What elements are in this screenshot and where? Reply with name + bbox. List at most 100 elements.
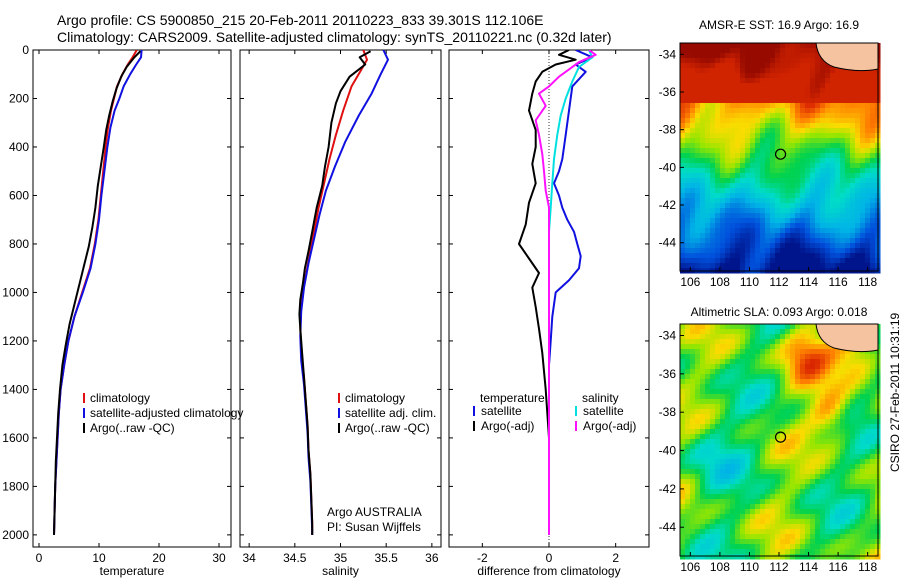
heatmap-cell [685, 258, 691, 264]
heatmap-cell [825, 479, 831, 485]
heatmap-cell [855, 434, 861, 440]
heatmap-cell [765, 394, 771, 400]
heatmap-cell [830, 379, 836, 385]
heatmap-cell [795, 369, 801, 375]
heatmap-cell [870, 193, 876, 199]
heatmap-cell [860, 464, 866, 470]
heatmap-cell [730, 103, 736, 109]
heatmap-cell [745, 123, 751, 129]
heatmap-cell [710, 529, 716, 535]
heatmap-cell [740, 434, 746, 440]
heatmap-cell [785, 68, 791, 74]
heatmap-cell [750, 374, 756, 380]
heatmap-cell [870, 123, 876, 129]
heatmap-cell [840, 404, 846, 410]
heatmap-cell [680, 63, 686, 69]
heatmap-cell [700, 163, 706, 169]
heatmap-cell [725, 198, 731, 204]
heatmap-cell [730, 344, 736, 350]
heatmap-cell [710, 178, 716, 184]
heatmap-cell [845, 208, 851, 214]
heatmap-cell [815, 103, 821, 109]
heatmap-cell [805, 454, 811, 460]
heatmap-cell [720, 163, 726, 169]
x-tick-label: 118 [858, 275, 877, 289]
heatmap-cell [765, 464, 771, 470]
heatmap-cell [765, 404, 771, 410]
heatmap-cell [700, 514, 706, 520]
heatmap-cell [825, 208, 831, 214]
heatmap-cell [815, 128, 821, 134]
heatmap-cell [815, 354, 821, 360]
heatmap-cell [730, 188, 736, 194]
heatmap-cell [830, 434, 836, 440]
heatmap-cell [780, 263, 786, 269]
heatmap-cell [715, 359, 721, 365]
heatmap-cell [750, 128, 756, 134]
heatmap-cell [745, 138, 751, 144]
heatmap-cell [695, 253, 701, 259]
heatmap-cell [820, 519, 826, 525]
heatmap-cell [755, 173, 761, 179]
heatmap-cell [825, 534, 831, 540]
heatmap-cell [850, 479, 856, 485]
heatmap-cell [685, 504, 691, 510]
heatmap-cell [755, 258, 761, 264]
heatmap-cell [765, 163, 771, 169]
heatmap-cell [770, 434, 776, 440]
heatmap-cell [815, 208, 821, 214]
heatmap-cell [810, 329, 816, 335]
heatmap-cell [790, 364, 796, 370]
heatmap-cell [800, 178, 806, 184]
heatmap-cell [770, 459, 776, 465]
heatmap-cell [805, 359, 811, 365]
heatmap-cell [730, 394, 736, 400]
heatmap-cell [755, 469, 761, 475]
heatmap-cell [750, 203, 756, 209]
heatmap-cell [770, 193, 776, 199]
heatmap-cell [825, 143, 831, 149]
heatmap-cell [835, 544, 841, 550]
heatmap-cell [715, 143, 721, 149]
heatmap-cell [855, 439, 861, 445]
heatmap-cell [775, 213, 781, 219]
heatmap-cell [840, 103, 846, 109]
heatmap-cell [760, 93, 766, 99]
heatmap-cell [700, 103, 706, 109]
heatmap-cell [840, 193, 846, 199]
heatmap-cell [685, 369, 691, 375]
heatmap-cell [820, 434, 826, 440]
heatmap-cell [690, 183, 696, 189]
heatmap-cell [835, 88, 841, 94]
heatmap-cell [865, 449, 871, 455]
heatmap-cell [850, 459, 856, 465]
heatmap-cell [720, 173, 726, 179]
heatmap-cell [685, 514, 691, 520]
heatmap-cell [685, 193, 691, 199]
heatmap-cell [830, 404, 836, 410]
heatmap-cell [800, 544, 806, 550]
heatmap-cell [725, 193, 731, 199]
heatmap-cell [770, 238, 776, 244]
heatmap-cell [845, 128, 851, 134]
heatmap-cell [830, 514, 836, 520]
heatmap-cell [690, 369, 696, 375]
heatmap-cell [760, 514, 766, 520]
heatmap-cell [870, 464, 876, 470]
heatmap-cell [850, 178, 856, 184]
heatmap-cell [865, 163, 871, 169]
heatmap-cell [825, 459, 831, 465]
heatmap-cell [735, 519, 741, 525]
heatmap-cell [760, 223, 766, 229]
heatmap-cell [730, 93, 736, 99]
heatmap-cell [860, 354, 866, 360]
heatmap-cell [690, 188, 696, 194]
heatmap-cell [695, 344, 701, 350]
heatmap-cell [825, 439, 831, 445]
heatmap-cell [700, 454, 706, 460]
heatmap-cell [755, 98, 761, 104]
heatmap-cell [765, 509, 771, 515]
heatmap-cell [695, 183, 701, 189]
heatmap-cell [735, 148, 741, 154]
heatmap-cell [730, 514, 736, 520]
